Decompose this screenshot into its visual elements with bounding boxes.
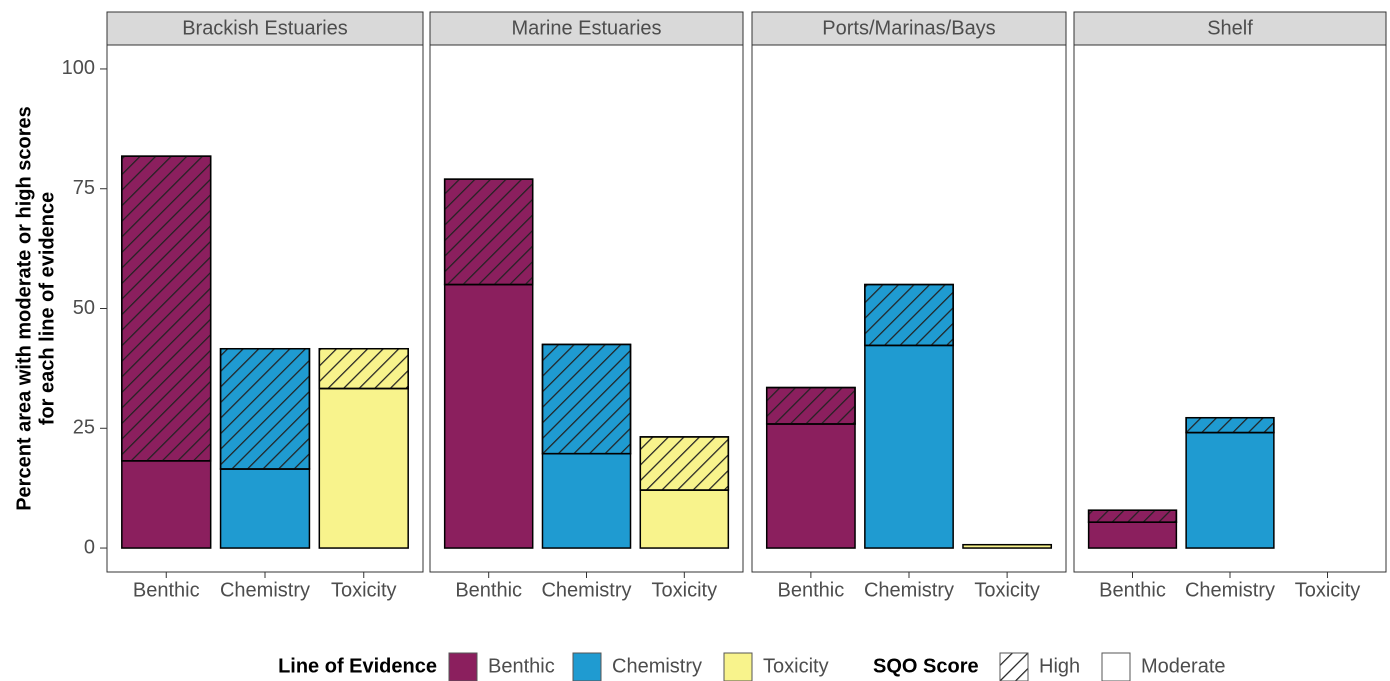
hatch <box>219 347 311 470</box>
bar-moderate <box>864 344 954 549</box>
x-tick-label: Chemistry <box>1185 579 1275 601</box>
legend-label: Chemistry <box>612 655 702 677</box>
x-tick-label: Toxicity <box>652 579 718 601</box>
x-tick-label: Benthic <box>778 579 845 601</box>
x-tick-label: Benthic <box>133 579 200 601</box>
legend-title: Line of Evidence <box>278 655 437 677</box>
hatch <box>765 386 856 425</box>
facet-strip <box>106 11 424 46</box>
hatch <box>318 347 409 390</box>
hatch <box>121 155 212 462</box>
bar-moderate <box>318 387 409 549</box>
x-tick-label: Chemistry <box>864 579 954 601</box>
y-tick-label: 100 <box>62 57 95 79</box>
legend-key <box>572 652 602 681</box>
y-tick-label: 50 <box>73 297 95 319</box>
hatch <box>1185 416 1275 434</box>
legend-label: High <box>1039 655 1080 677</box>
legend-label: Moderate <box>1141 655 1226 677</box>
facet-strip <box>751 11 1067 46</box>
facet-strip <box>429 11 744 46</box>
y-tick-label: 0 <box>84 536 95 558</box>
facet-title: Marine Estuaries <box>511 17 661 39</box>
x-tick-label: Chemistry <box>220 579 310 601</box>
x-tick-label: Toxicity <box>331 579 397 601</box>
x-tick-label: Toxicity <box>974 579 1040 601</box>
hatch <box>639 436 730 491</box>
x-tick-label: Benthic <box>1099 579 1166 601</box>
legend-key <box>1101 652 1131 681</box>
y-axis-label: for each line of evidence <box>36 192 58 425</box>
bar-moderate <box>1185 431 1275 549</box>
y-tick-label: 75 <box>73 177 95 199</box>
legend-key <box>448 652 478 681</box>
y-tick-label: 25 <box>73 417 95 439</box>
bar-moderate <box>639 489 730 549</box>
hatch <box>1087 509 1178 523</box>
bar-moderate <box>121 460 212 549</box>
facet-title: Shelf <box>1207 17 1253 39</box>
bar-moderate <box>541 452 632 549</box>
legend-hatch <box>999 652 1029 681</box>
legend-label: Toxicity <box>763 655 829 677</box>
bar-moderate <box>219 468 311 549</box>
legend-key <box>723 652 753 681</box>
legend-label: Benthic <box>488 655 555 677</box>
facet-title: Brackish Estuaries <box>182 17 348 39</box>
hatch <box>541 343 632 455</box>
bar-moderate <box>443 283 534 549</box>
x-tick-label: Toxicity <box>1295 579 1361 601</box>
hatch <box>864 283 954 347</box>
x-tick-label: Benthic <box>455 579 522 601</box>
bar-moderate <box>765 423 856 549</box>
hatch <box>443 178 534 286</box>
bar-moderate <box>1087 521 1178 549</box>
facet-title: Ports/Marinas/Bays <box>822 17 995 39</box>
legend-title: SQO Score <box>873 655 979 677</box>
x-tick-label: Chemistry <box>541 579 631 601</box>
bar-moderate <box>962 543 1053 549</box>
facet-strip <box>1073 11 1387 46</box>
y-axis-label: Percent area with moderate or high score… <box>13 106 35 511</box>
